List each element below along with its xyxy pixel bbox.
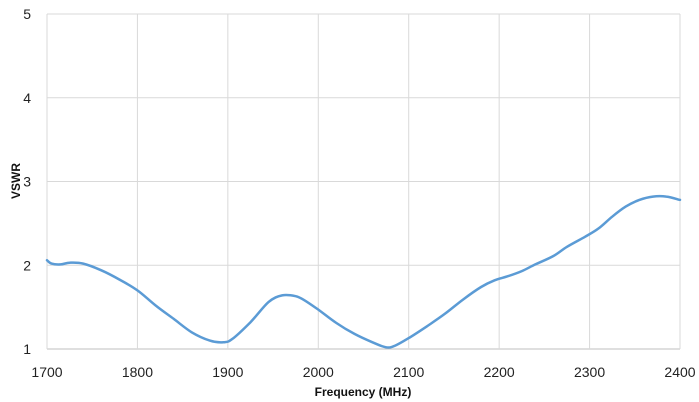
tick-labels: 1 2 3 4 5 1700 1800 1900 2000 2100 2200 2300 2400 <box>23 6 696 380</box>
x-tick-label: 2000 <box>303 364 334 380</box>
x-tick-label: 2400 <box>664 364 695 380</box>
y-tick-label: 4 <box>23 90 31 106</box>
y-axis-title: VSWR <box>9 163 23 199</box>
x-tick-label: 2200 <box>484 364 515 380</box>
chart-grid <box>46 13 681 350</box>
x-axis-title: Frequency (MHz) <box>315 385 412 399</box>
x-tick-label: 1700 <box>31 364 62 380</box>
vswr-series-line <box>45 194 682 349</box>
x-tick-label: 2100 <box>393 364 424 380</box>
y-tick-label: 3 <box>23 174 31 190</box>
x-tick-label: 1800 <box>122 364 153 380</box>
y-tick-label: 1 <box>23 341 31 357</box>
x-tick-label: 2300 <box>574 364 605 380</box>
y-tick-label: 2 <box>23 257 31 273</box>
x-tick-label: 1900 <box>212 364 243 380</box>
y-tick-label: 5 <box>23 6 31 22</box>
